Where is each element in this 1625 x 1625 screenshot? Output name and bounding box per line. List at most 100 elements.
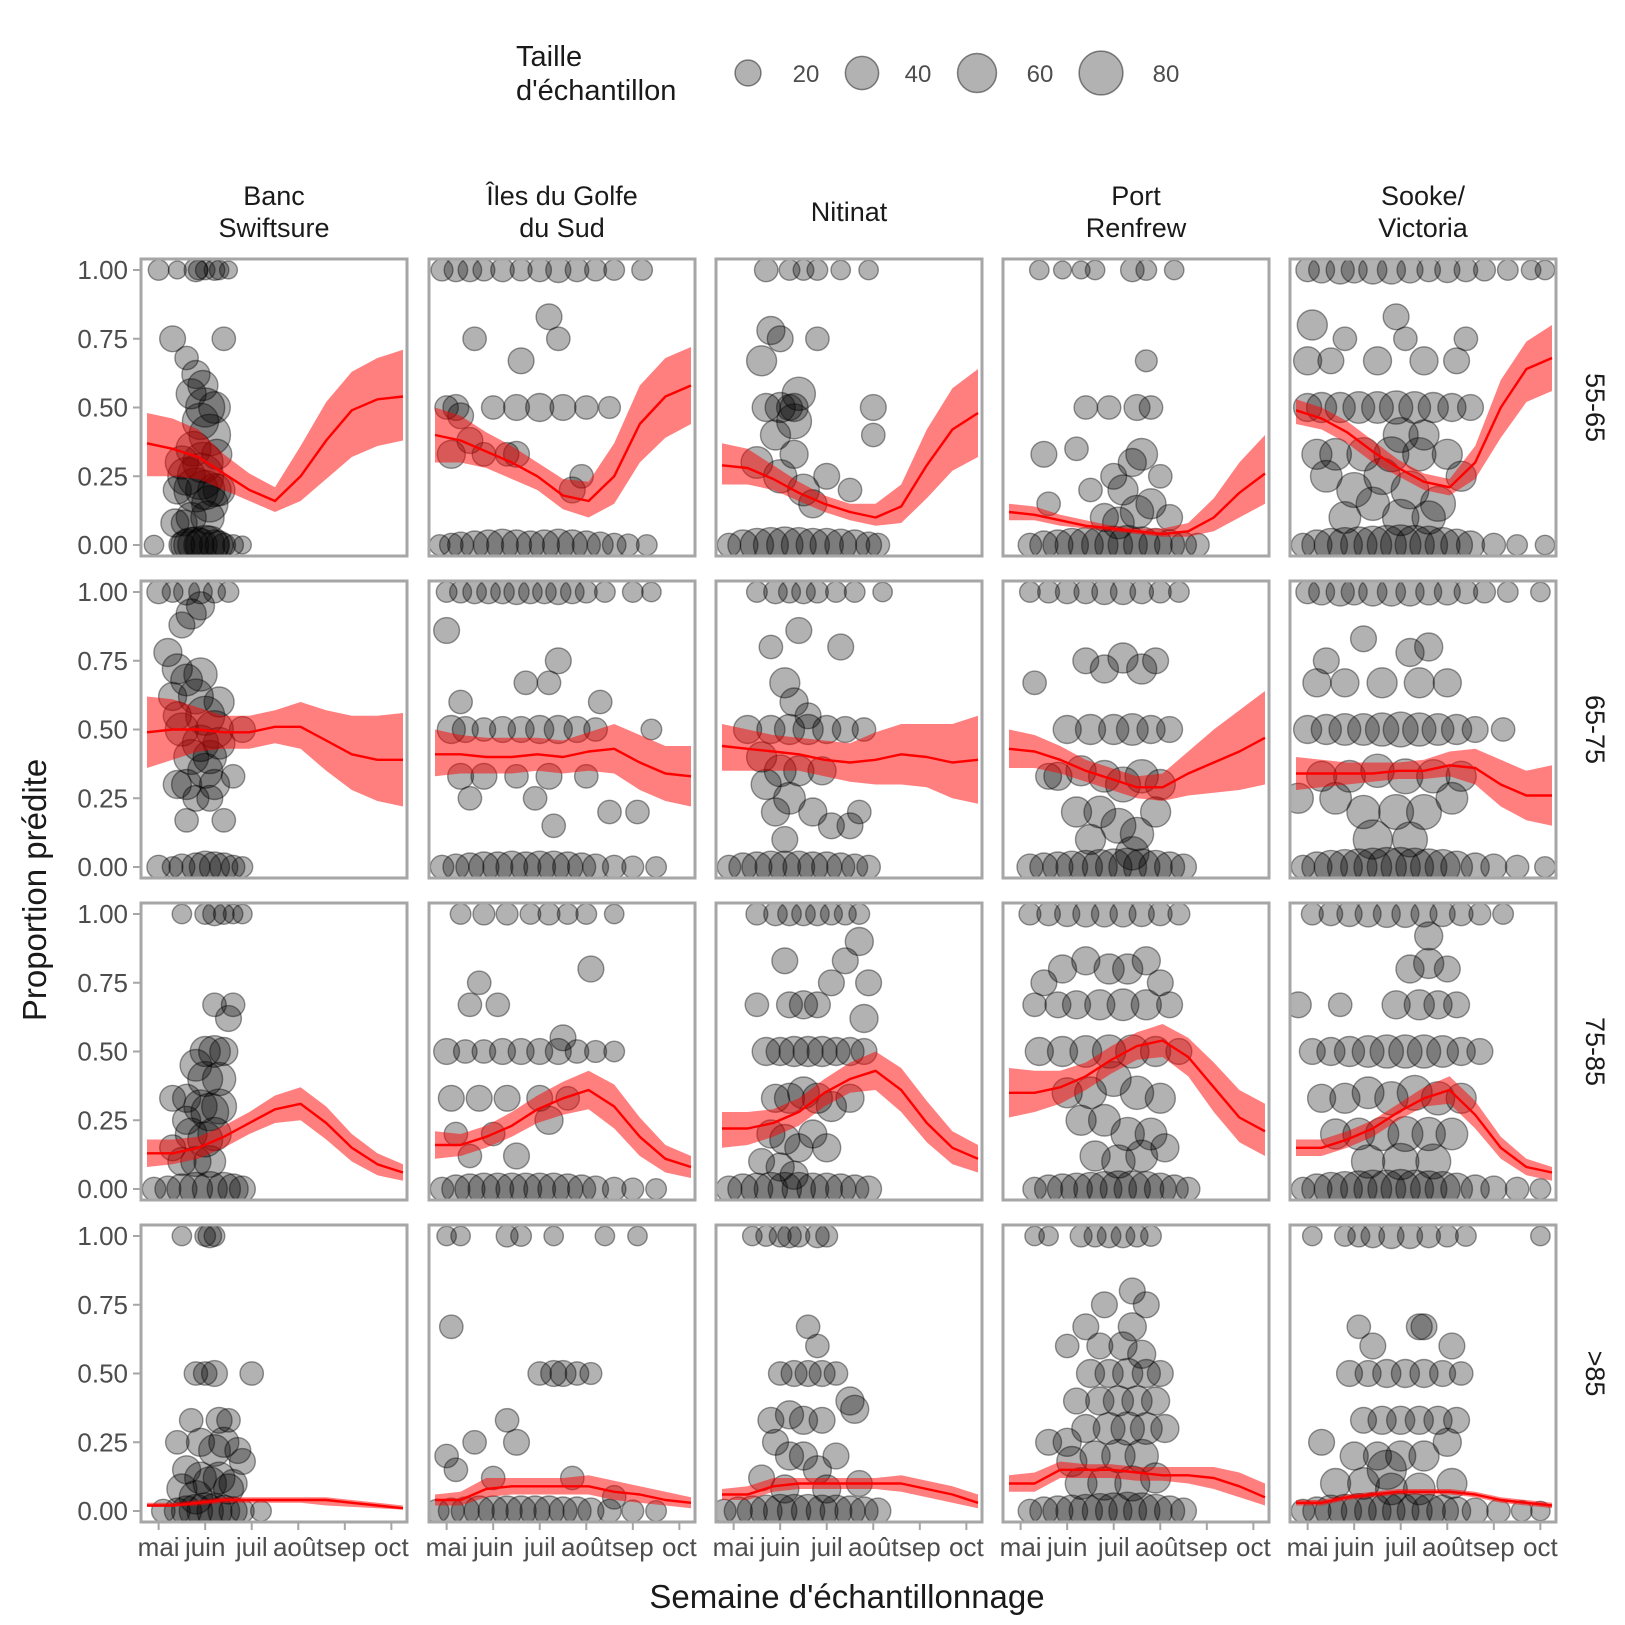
data-point (1102, 1385, 1135, 1417)
fit-line (1008, 736, 1266, 789)
data-point (220, 992, 246, 1018)
data-point (1071, 260, 1091, 280)
data-point (192, 1361, 218, 1386)
data-point (171, 1225, 193, 1247)
strip-label-column: Nitinat (811, 197, 888, 227)
data-point (495, 1172, 529, 1200)
data-point (171, 1083, 202, 1114)
confidence-ribbon (147, 349, 403, 512)
data-point (161, 653, 194, 685)
data-point (1028, 259, 1050, 281)
data-point (1046, 1035, 1079, 1068)
x-tick-label: août (1135, 1532, 1186, 1562)
data-point (1385, 1405, 1416, 1436)
data-point (795, 527, 831, 556)
panel-border (1288, 579, 1558, 880)
data-point (212, 1473, 245, 1505)
facet-panel (427, 579, 697, 880)
data-point (1313, 849, 1349, 878)
facet-panel (714, 901, 984, 1202)
data-point (159, 1084, 187, 1112)
data-point (1062, 1387, 1091, 1415)
data-point (1409, 346, 1439, 376)
confidence-ribbon (435, 1475, 691, 1509)
data-point (641, 581, 662, 603)
data-point (1295, 259, 1320, 283)
data-point (792, 1035, 824, 1068)
data-point (1313, 1171, 1349, 1200)
data-point (1481, 532, 1507, 556)
data-point (741, 851, 773, 878)
data-point (751, 1036, 781, 1067)
data-point (1122, 848, 1161, 878)
data-point (627, 1225, 648, 1247)
data-point (1113, 1170, 1152, 1200)
data-point (1409, 1358, 1439, 1389)
data-point (1395, 1169, 1435, 1200)
data-point (1382, 416, 1419, 454)
facet-panel (1288, 901, 1558, 1202)
data-point (788, 1405, 819, 1436)
data-point (856, 854, 881, 878)
data-point (1461, 715, 1489, 744)
data-point (198, 768, 231, 801)
panel-content (1290, 581, 1556, 878)
panel-border (1001, 257, 1271, 558)
data-point (603, 903, 625, 925)
data-point (167, 260, 187, 280)
data-point (537, 903, 561, 926)
data-point (202, 992, 227, 1018)
fit-line (722, 1069, 979, 1160)
data-point (577, 1497, 605, 1522)
data-point (621, 581, 644, 604)
facet-panel (1288, 579, 1558, 880)
data-point (1440, 1172, 1474, 1200)
data-point (1150, 1133, 1180, 1163)
data-point (527, 1361, 553, 1386)
data-point (217, 581, 240, 604)
data-point (1292, 346, 1323, 376)
data-point (1408, 1440, 1440, 1472)
data-point (182, 784, 210, 812)
x-tick-label: sep (612, 1532, 654, 1562)
data-point (780, 526, 817, 556)
data-point (826, 852, 856, 878)
data-point (185, 1427, 216, 1458)
data-point (1453, 326, 1479, 352)
data-point (582, 853, 610, 878)
data-point (744, 992, 770, 1018)
data-point (438, 1314, 464, 1340)
data-point (187, 1060, 224, 1098)
data-point (1118, 1277, 1146, 1305)
data-point (228, 1447, 256, 1476)
data-point (854, 969, 883, 997)
y-tick-label: 0.75 (77, 324, 128, 354)
data-point (197, 1433, 231, 1467)
data-point (1022, 1176, 1047, 1200)
data-point (575, 903, 598, 926)
data-point (1094, 848, 1133, 878)
data-point (533, 1495, 565, 1522)
data-point (1330, 668, 1360, 698)
data-point (545, 259, 572, 284)
data-point (1153, 851, 1186, 878)
data-point (811, 851, 843, 878)
data-point (564, 1361, 590, 1386)
data-point (858, 259, 879, 281)
data-point (231, 903, 253, 925)
data-point (1134, 1117, 1168, 1151)
panel-background (1290, 1225, 1556, 1522)
data-point (1395, 847, 1435, 878)
y-tick-label: 1.00 (77, 899, 128, 929)
data-point (1107, 474, 1139, 506)
data-point (1110, 1225, 1136, 1249)
data-point (1129, 581, 1155, 605)
data-point (791, 581, 816, 605)
data-point (515, 530, 546, 556)
x-tick-label: mai (138, 1532, 180, 1562)
data-point (1108, 1331, 1138, 1361)
x-tick-label: mai (1000, 1532, 1042, 1562)
data-point (1376, 259, 1407, 285)
data-point (1125, 1139, 1159, 1173)
data-point (1126, 1339, 1157, 1370)
